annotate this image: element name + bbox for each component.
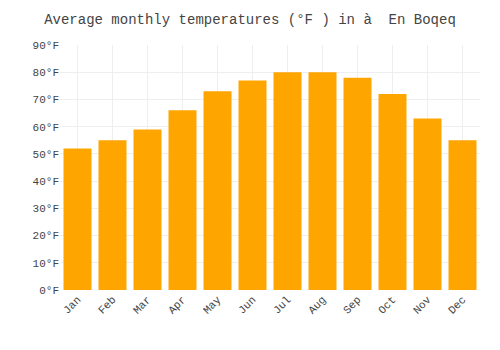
svg-text:Jan: Jan [61,294,83,316]
svg-text:May: May [201,294,224,317]
svg-text:Average monthly temperatures (: Average monthly temperatures (°F ) in à … [44,12,456,28]
svg-text:60°F: 60°F [33,122,59,134]
svg-text:70°F: 70°F [33,94,59,106]
svg-text:90°F: 90°F [33,40,59,52]
svg-text:Apr: Apr [166,294,188,316]
svg-text:30°F: 30°F [33,203,59,215]
svg-text:Jun: Jun [236,294,258,316]
svg-text:Aug: Aug [306,294,328,316]
svg-text:80°F: 80°F [33,67,59,79]
svg-text:Nov: Nov [411,294,434,317]
svg-text:Oct: Oct [376,294,398,316]
svg-text:Mar: Mar [131,294,153,316]
svg-text:Dec: Dec [446,294,468,316]
svg-text:Sep: Sep [341,294,363,316]
svg-text:40°F: 40°F [33,176,59,188]
svg-text:Jul: Jul [271,294,293,316]
svg-text:50°F: 50°F [33,149,59,161]
svg-text:20°F: 20°F [33,230,59,242]
svg-text:Feb: Feb [96,294,118,316]
svg-text:0°F: 0°F [39,285,59,297]
svg-text:10°F: 10°F [33,258,59,270]
